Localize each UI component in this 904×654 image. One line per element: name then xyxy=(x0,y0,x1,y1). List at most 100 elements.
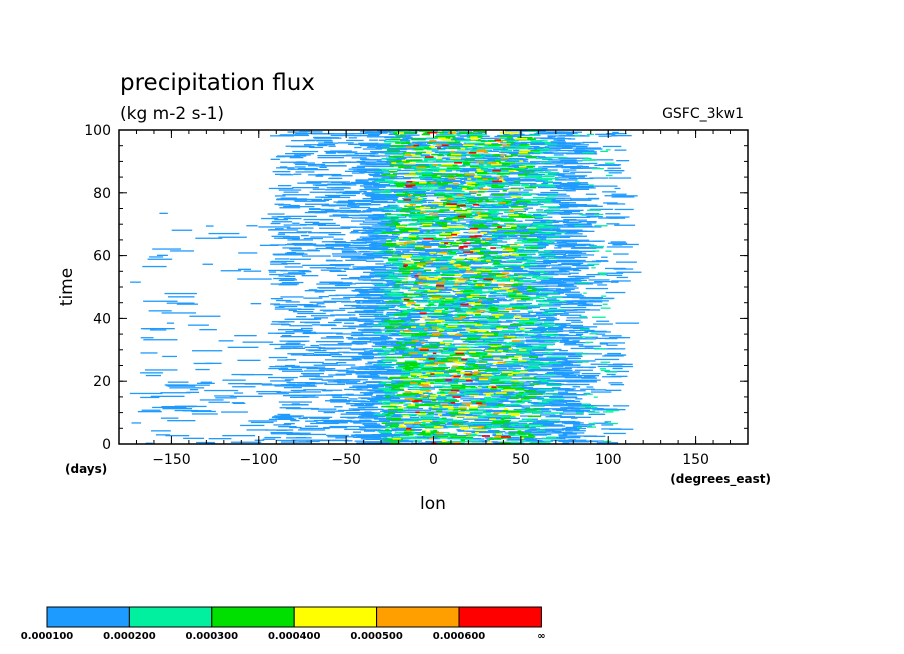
rain-streak xyxy=(447,398,456,400)
rain-streak xyxy=(444,413,459,415)
rain-streak xyxy=(463,384,479,386)
rain-streak xyxy=(462,161,471,164)
rain-streak xyxy=(378,139,387,141)
rain-streak xyxy=(484,398,496,401)
rain-streak xyxy=(506,141,514,144)
rain-streak xyxy=(414,275,419,277)
rain-streak xyxy=(410,146,431,148)
rain-streak xyxy=(544,321,554,323)
rain-streak xyxy=(425,344,456,346)
rain-streak xyxy=(417,383,424,385)
rain-streak xyxy=(467,306,472,309)
rain-streak xyxy=(413,376,424,379)
rain-streak xyxy=(387,204,398,206)
rain-streak xyxy=(429,263,458,265)
rain-streak xyxy=(414,422,421,424)
rain-streak xyxy=(410,373,423,375)
rain-streak xyxy=(383,190,391,192)
rain-streak xyxy=(474,157,483,159)
rain-streak xyxy=(435,294,453,297)
rain-streak xyxy=(380,433,392,435)
rain-streak xyxy=(498,386,509,388)
rain-streak xyxy=(436,329,445,331)
rain-streak xyxy=(418,165,431,168)
rain-streak xyxy=(480,172,501,174)
rain-streak xyxy=(525,246,538,248)
rain-streak xyxy=(426,173,442,176)
rain-streak xyxy=(465,188,474,190)
rain-streak xyxy=(519,165,527,168)
rain-streak xyxy=(456,282,469,284)
rain-streak xyxy=(530,335,551,338)
rain-streak xyxy=(570,347,600,350)
rain-streak xyxy=(432,178,440,180)
rain-streak xyxy=(391,388,404,391)
rain-streak xyxy=(459,426,470,429)
rain-streak xyxy=(452,343,469,345)
rain-streak xyxy=(427,274,449,276)
rain-streak xyxy=(440,251,448,254)
rain-streak xyxy=(448,333,458,335)
rain-streak xyxy=(500,157,509,159)
rain-streak xyxy=(455,170,483,172)
rain-streak xyxy=(476,288,496,290)
rain-streak xyxy=(465,339,471,341)
rain-streak xyxy=(460,213,473,216)
rain-streak xyxy=(505,247,512,250)
rain-streak xyxy=(435,289,455,291)
rain-streak xyxy=(421,310,432,312)
rain-streak xyxy=(358,142,379,144)
rain-streak xyxy=(452,409,459,411)
rain-streak xyxy=(379,342,406,344)
rain-streak xyxy=(422,329,436,331)
rain-streak xyxy=(471,433,477,435)
rain-streak xyxy=(396,185,404,188)
rain-streak xyxy=(355,300,384,302)
rain-streak xyxy=(456,361,476,364)
rain-streak xyxy=(405,409,432,411)
rain-streak xyxy=(397,254,405,256)
rain-streak xyxy=(528,268,546,270)
rain-streak xyxy=(396,362,409,364)
rain-streak xyxy=(465,310,479,313)
rain-streak xyxy=(510,423,528,426)
rain-streak xyxy=(393,433,402,435)
rain-streak xyxy=(494,355,518,358)
rain-streak xyxy=(562,340,580,342)
rain-streak xyxy=(268,367,286,370)
rain-streak xyxy=(497,361,507,364)
rain-streak xyxy=(434,421,466,423)
rain-streak xyxy=(401,324,420,326)
rain-streak xyxy=(303,144,323,146)
rain-streak xyxy=(283,191,299,193)
rain-streak xyxy=(426,341,445,344)
rain-streak xyxy=(521,179,549,181)
rain-streak xyxy=(478,215,498,217)
rain-streak xyxy=(561,216,591,218)
rain-streak xyxy=(345,259,357,261)
rain-streak xyxy=(541,437,560,439)
rain-streak xyxy=(477,307,492,310)
rain-streak xyxy=(419,433,425,435)
rain-streak xyxy=(493,260,500,263)
rain-streak xyxy=(482,406,499,408)
rain-streak xyxy=(366,136,395,138)
rain-streak xyxy=(393,264,407,266)
rain-streak xyxy=(489,438,502,440)
rain-streak xyxy=(502,200,512,203)
rain-streak xyxy=(530,225,545,228)
rain-streak xyxy=(448,307,461,309)
rain-streak xyxy=(572,436,581,438)
rain-streak xyxy=(516,300,527,302)
rain-streak xyxy=(519,349,527,351)
rain-streak xyxy=(523,169,545,172)
rain-streak xyxy=(414,262,429,264)
rain-streak xyxy=(531,348,562,351)
rain-streak xyxy=(546,194,558,197)
rain-streak xyxy=(501,292,516,295)
rain-streak xyxy=(386,426,403,428)
rain-streak xyxy=(519,280,536,282)
rain-streak xyxy=(411,381,427,383)
rain-streak xyxy=(557,362,571,364)
rain-streak xyxy=(415,280,440,282)
